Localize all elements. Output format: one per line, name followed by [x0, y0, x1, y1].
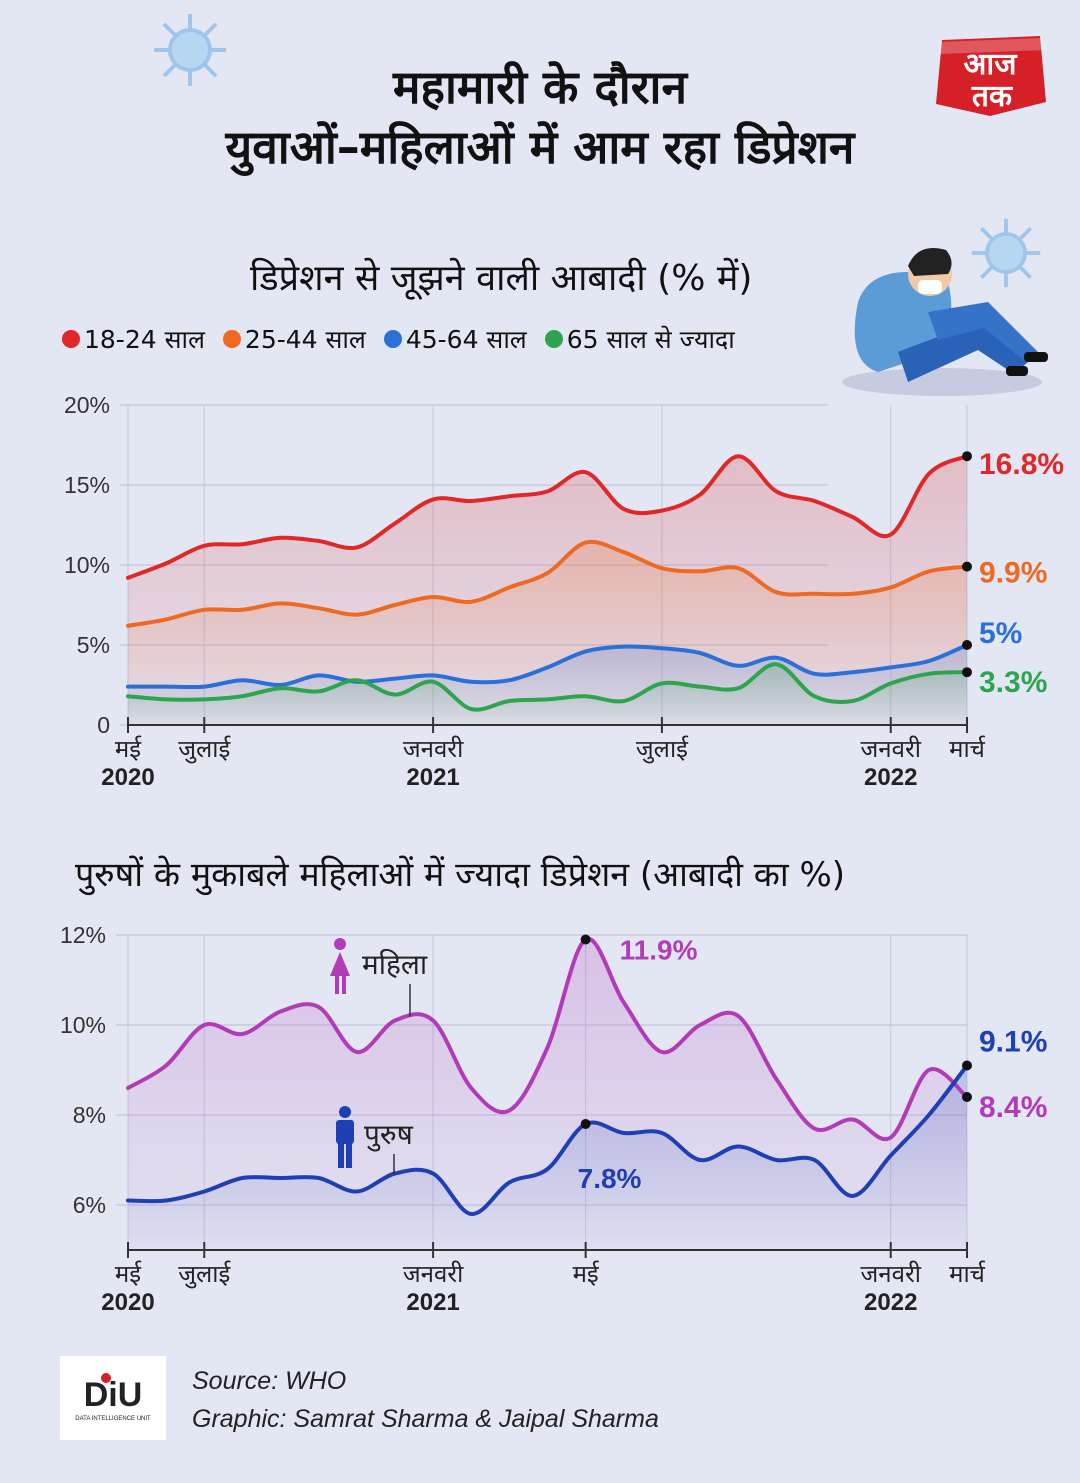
logo-line-2: तक	[971, 80, 1013, 113]
chart1-title: डिप्रेशन से जूझने वाली आबादी (% में)	[250, 258, 753, 299]
series-end-point	[962, 1092, 972, 1102]
series-end-point	[962, 640, 972, 650]
series-end-label: 9.9%	[979, 557, 1047, 590]
legend-dot-red	[62, 330, 80, 348]
legend-label: 25-44 साल	[244, 325, 366, 354]
diu-logo-text: DiU	[84, 1376, 143, 1414]
x-year-label: 2020	[101, 1289, 154, 1316]
y-tick-label: 12%	[60, 922, 106, 948]
virus-icon-2	[971, 218, 1041, 288]
x-tick-label: जुलाई	[636, 735, 689, 764]
x-tick-label: मई	[115, 1260, 142, 1288]
x-year-label: 2021	[406, 764, 459, 791]
x-tick-label: जनवरी	[403, 1260, 464, 1288]
legend-dot-orange	[222, 330, 241, 348]
legend-label: 45-64 साल	[405, 325, 527, 354]
source-block: Source: WHO Graphic: Samrat Sharma & Jai…	[192, 1362, 659, 1438]
legend-item-45-64: 45-64 साल	[383, 322, 527, 356]
diu-logo: DiU DATA INTELLIGENCE UNIT	[60, 1356, 166, 1440]
x-tick-label: जुलाई	[178, 1260, 231, 1289]
diu-logo-subtext: DATA INTELLIGENCE UNIT	[75, 1416, 151, 1422]
y-tick-label: 10%	[64, 552, 110, 578]
title-line-1: महामारी के दौरान	[393, 60, 687, 114]
series-line	[126, 539, 969, 628]
x-tick-label: जनवरी	[860, 735, 921, 763]
legend-item-25-44: 25-44 साल	[222, 322, 366, 356]
x-year-label: 2022	[864, 764, 917, 791]
source-text: Source: WHO	[192, 1367, 347, 1395]
series-area	[128, 664, 967, 725]
x-year-label: 2021	[406, 1289, 459, 1316]
title-line-2: युवाओं–महिलाओं में आम रहा डिप्रेशन	[225, 119, 855, 174]
page-title: महामारी के दौरान युवाओं–महिलाओं में आम र…	[0, 58, 1080, 178]
series-end-label: 8.4%	[979, 1091, 1047, 1124]
series-end-point	[962, 561, 972, 572]
y-tick-label: 8%	[73, 1102, 106, 1128]
y-tick-label: 15%	[64, 472, 110, 498]
x-tick-label: मई	[115, 735, 142, 763]
x-tick-label: जुलाई	[178, 735, 231, 764]
x-tick-label: जनवरी	[860, 1260, 921, 1288]
series-line	[126, 936, 969, 1142]
graphic-credit: Graphic: Samrat Sharma & Jaipal Sharma	[192, 1405, 659, 1433]
series-line	[126, 662, 969, 712]
series-line	[126, 643, 969, 690]
series-peak-point	[580, 934, 591, 945]
series-end-label: 3.3%	[979, 666, 1047, 699]
series-peak-label: 11.9%	[620, 935, 698, 966]
legend-item-65-plus: 65 साल से ज्यादा	[544, 322, 735, 356]
x-tick-label: जनवरी	[403, 735, 464, 763]
series-area	[128, 1065, 967, 1250]
series-end-point	[962, 667, 972, 678]
x-tick-label: मार्च	[949, 1260, 986, 1288]
series-peak-label: 7.8%	[578, 1163, 642, 1194]
chart1-legend: 18-24 साल 25-44 साल 45-64 साल 65 साल से …	[62, 322, 735, 356]
x-year-label: 2020	[101, 764, 154, 791]
series-end-point	[962, 1060, 972, 1071]
chart2-title: पुरुषों के मुकाबले महिलाओं में ज्यादा डि…	[75, 855, 846, 895]
series-callout-woman: महिला	[362, 948, 428, 980]
stressed-person-illustration	[842, 248, 1048, 396]
logo-line-1: आज	[964, 48, 1019, 81]
man-icon	[336, 1106, 354, 1168]
series-end-label: 9.1%	[979, 1026, 1047, 1059]
legend-label: 18-24 साल	[84, 325, 205, 354]
series-line	[126, 454, 969, 580]
series-end-point	[962, 451, 972, 462]
series-end-label: 16.8%	[979, 448, 1064, 481]
y-tick-label: 10%	[60, 1012, 106, 1038]
y-tick-label: 5%	[77, 632, 110, 658]
y-tick-label: 20%	[64, 392, 110, 418]
woman-icon	[330, 938, 350, 994]
x-tick-label: मार्च	[949, 735, 986, 763]
y-tick-label: 6%	[73, 1192, 106, 1218]
series-peak-point	[580, 1119, 591, 1129]
y-tick-label: 0	[97, 712, 110, 738]
legend-dot-green	[544, 330, 563, 348]
series-line	[126, 1063, 969, 1216]
virus-icon	[154, 14, 226, 86]
legend-dot-blue	[383, 330, 402, 348]
legend-label: 65 साल से ज्यादा	[566, 325, 735, 354]
aajtak-logo: आज तक	[936, 36, 1048, 116]
series-end-label: 5%	[979, 617, 1022, 650]
legend-item-18-24: 18-24 साल	[62, 322, 205, 356]
x-year-label: 2022	[864, 1289, 917, 1316]
x-tick-label: मई	[573, 1260, 600, 1288]
series-callout-man: पुरुष	[364, 1119, 414, 1152]
